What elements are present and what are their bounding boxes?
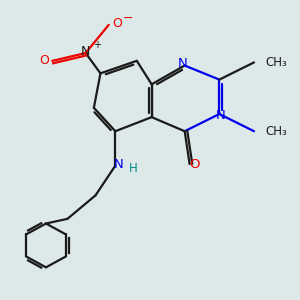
Text: H: H	[129, 162, 138, 175]
Text: N: N	[216, 109, 226, 122]
Text: CH₃: CH₃	[266, 125, 287, 138]
Text: CH₃: CH₃	[266, 56, 287, 69]
Text: O: O	[39, 54, 49, 67]
Text: N: N	[81, 45, 90, 58]
Text: +: +	[93, 40, 101, 50]
Text: −: −	[123, 12, 133, 25]
Text: N: N	[114, 158, 124, 171]
Text: O: O	[112, 17, 122, 30]
Text: N: N	[178, 58, 188, 70]
Text: O: O	[189, 158, 200, 171]
